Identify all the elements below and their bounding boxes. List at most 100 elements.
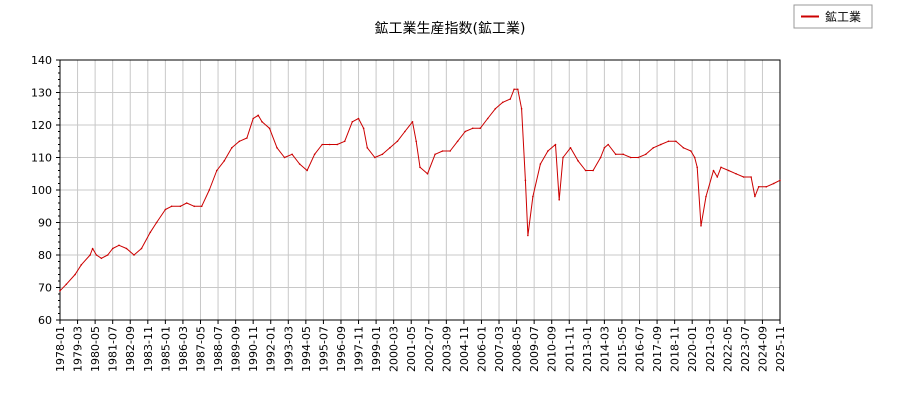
x-tick-label: 2016-07 <box>634 326 647 372</box>
data-point <box>479 127 482 130</box>
data-point <box>486 117 489 120</box>
data-point <box>682 147 685 149</box>
data-point <box>238 140 241 143</box>
data-point <box>637 156 640 159</box>
data-point <box>667 140 670 143</box>
data-point <box>532 195 534 198</box>
y-tick-label: 140 <box>31 54 52 67</box>
data-point <box>765 186 767 188</box>
data-point <box>419 166 421 169</box>
x-tick-label: 1988-07 <box>212 326 225 372</box>
data-point <box>524 179 527 182</box>
x-tick-label: 2002-07 <box>423 326 436 372</box>
data-point <box>59 290 61 292</box>
y-tick-label: 100 <box>31 184 52 197</box>
data-point <box>216 169 218 172</box>
y-tick-label: 110 <box>31 152 52 165</box>
y-tick-label: 120 <box>31 119 52 132</box>
x-tick-label: 2021-03 <box>704 326 717 372</box>
plot-frame <box>59 59 781 321</box>
data-point <box>276 147 278 149</box>
data-point <box>193 205 195 208</box>
x-tick-label: 2000-03 <box>388 326 401 372</box>
x-tick-label: 2007-03 <box>493 326 506 372</box>
legend: 鉱工業 <box>793 4 873 29</box>
data-point <box>527 234 529 237</box>
data-point <box>74 273 76 276</box>
data-point <box>411 121 414 123</box>
x-tick-label: 2018-11 <box>669 326 682 372</box>
x-tick-label: 2004-11 <box>458 326 471 372</box>
data-point <box>494 108 497 110</box>
data-point <box>149 231 152 234</box>
data-point <box>705 195 707 198</box>
data-point <box>660 143 662 146</box>
axes <box>56 59 781 324</box>
data-point <box>645 153 647 156</box>
data-point <box>569 147 572 149</box>
data-point <box>652 147 655 149</box>
data-point <box>268 127 271 130</box>
x-tick-labels: 1978-01 1979-03 1980-05 1981-07 1982-09 1983-… <box>54 326 787 372</box>
data-point <box>520 108 523 110</box>
data-point <box>779 179 781 182</box>
data-point <box>133 254 135 256</box>
data-point <box>80 264 83 266</box>
data-point <box>366 147 369 149</box>
data-point <box>696 166 698 169</box>
data-point <box>509 98 512 100</box>
data-point <box>321 143 324 146</box>
data-point <box>539 163 542 165</box>
x-tick-label: 1987-05 <box>194 326 207 372</box>
data-point <box>599 156 602 159</box>
legend-box <box>793 4 873 29</box>
series-layer <box>59 88 781 292</box>
data-point <box>547 150 549 152</box>
data-point <box>693 156 696 159</box>
data-point <box>306 169 308 172</box>
data-point <box>517 88 519 91</box>
data-point <box>261 121 263 123</box>
y-tick-label: 130 <box>31 87 52 100</box>
data-point <box>471 127 474 130</box>
data-point <box>291 153 293 156</box>
data-point <box>125 247 128 250</box>
x-tick-label: 1986-03 <box>177 326 190 372</box>
data-point <box>558 199 560 201</box>
data-point <box>750 176 752 178</box>
data-point <box>629 156 632 159</box>
data-point <box>223 160 226 162</box>
y-tick-labels: 60 70 80 90 100 110 120 130 140 <box>31 54 52 327</box>
data-point <box>336 143 339 146</box>
data-point <box>208 189 211 191</box>
x-tick-label: 1989-09 <box>230 326 243 372</box>
data-point <box>513 88 515 91</box>
data-point <box>502 101 504 104</box>
data-point <box>592 169 594 172</box>
data-point <box>554 143 557 146</box>
x-tick-label: 2013-01 <box>581 326 594 372</box>
data-point <box>577 160 579 162</box>
data-point <box>179 205 182 208</box>
data-point <box>712 169 715 172</box>
data-point <box>252 117 254 120</box>
data-point <box>100 257 103 260</box>
data-point <box>584 169 587 172</box>
data-point <box>106 254 109 256</box>
data-point <box>374 156 376 159</box>
data-point <box>343 140 346 143</box>
y-tick-label: 80 <box>38 249 52 262</box>
x-tick-label: 2006-01 <box>475 326 488 372</box>
x-tick-label: 2008-05 <box>511 326 524 372</box>
data-point <box>283 156 286 159</box>
data-point <box>257 114 260 117</box>
data-point <box>562 156 564 159</box>
x-tick-label: 2001-05 <box>405 326 418 372</box>
x-tick-label: 2015-05 <box>616 326 629 372</box>
x-tick-label: 1997-11 <box>353 326 366 372</box>
data-point <box>91 247 94 250</box>
x-tick-label: 1983-11 <box>142 326 155 372</box>
x-tick-label: 1995-07 <box>317 326 330 372</box>
data-point <box>111 247 114 250</box>
data-point <box>155 221 158 224</box>
